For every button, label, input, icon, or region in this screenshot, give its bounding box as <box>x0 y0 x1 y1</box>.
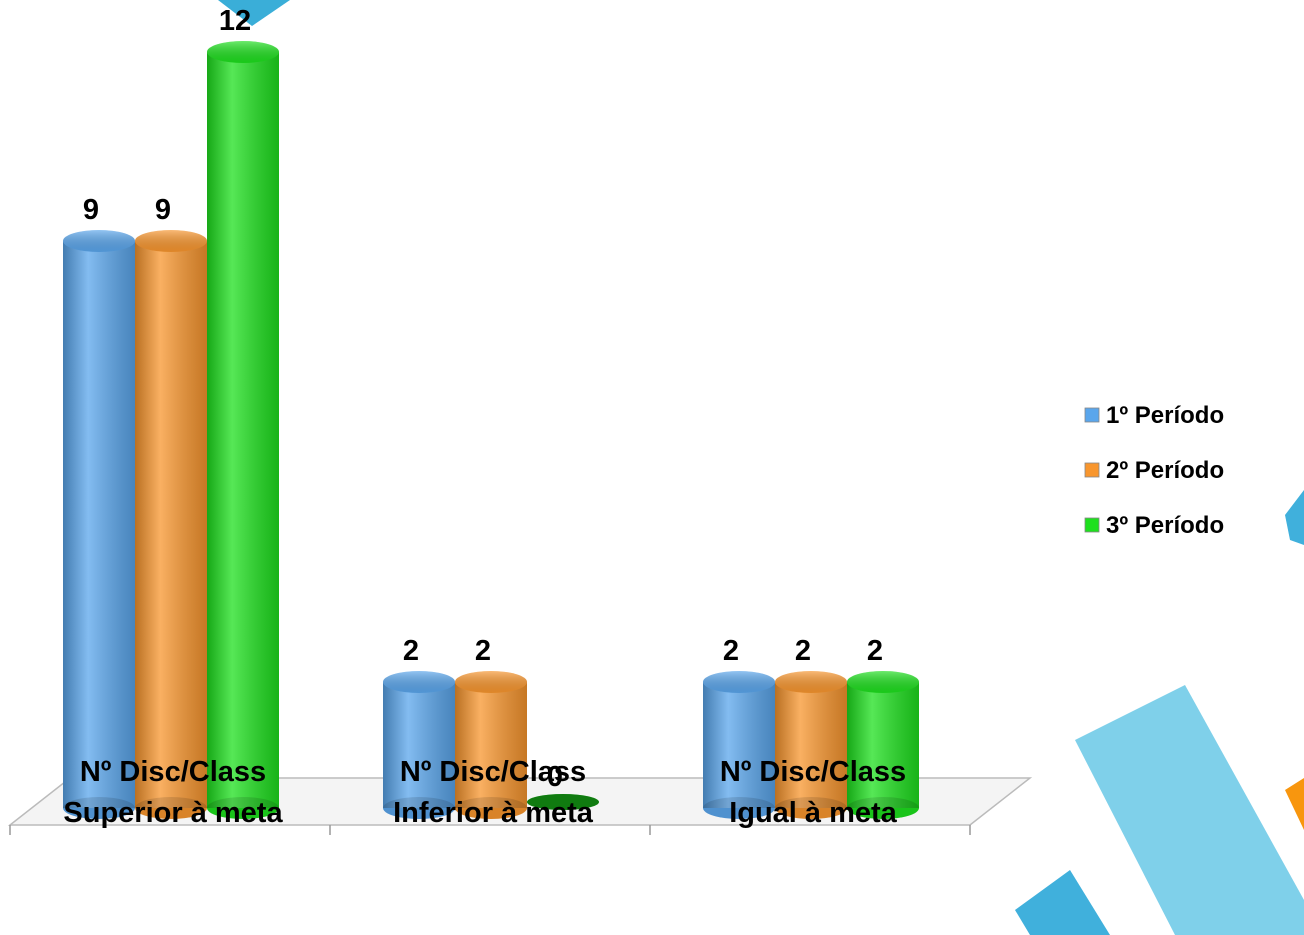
bar-shade <box>207 52 279 808</box>
bar <box>703 671 775 819</box>
value-label: 9 <box>155 194 171 226</box>
decoration <box>1015 870 1110 935</box>
decoration <box>1285 778 1304 830</box>
x-tick-label: Nº Disc/Class Igual à meta <box>719 756 907 829</box>
value-label: 0 <box>547 761 563 793</box>
bar-shade-bottom <box>455 797 527 819</box>
bar-shade-bottom <box>383 797 455 819</box>
bar-top-shade <box>847 671 919 693</box>
bar-shade <box>847 682 919 808</box>
bar-shade-bottom <box>207 797 279 819</box>
bar-shade <box>63 241 135 808</box>
bar <box>135 230 207 819</box>
decoration <box>1075 685 1304 935</box>
legend-swatch <box>1084 517 1100 533</box>
legend-swatch <box>1084 462 1100 478</box>
bar-top-shade <box>135 230 207 252</box>
x-tick-label: Nº Disc/Class Inferior à meta <box>393 756 593 829</box>
bar-shade-bottom <box>135 797 207 819</box>
bar <box>847 671 919 819</box>
value-label: 2 <box>403 635 419 667</box>
bar-shade <box>135 241 207 808</box>
bar-shade-bottom <box>63 797 135 819</box>
bar-top-shade <box>383 671 455 693</box>
decoration <box>218 0 290 26</box>
bar-top-shade <box>775 671 847 693</box>
value-label: 2 <box>723 635 739 667</box>
bar-shade-bottom <box>847 797 919 819</box>
bar-top-shade <box>63 230 135 252</box>
bar-shade-bottom <box>703 797 775 819</box>
decoration <box>1285 490 1304 545</box>
legend-label: 1º Período <box>1106 402 1224 429</box>
bar-shade-bottom <box>775 797 847 819</box>
bar <box>455 671 527 819</box>
legend-label: 3º Período <box>1106 512 1224 539</box>
value-label: 2 <box>475 635 491 667</box>
bar-top-shade <box>703 671 775 693</box>
bar <box>383 671 455 819</box>
legend-swatch <box>1084 407 1100 423</box>
bar <box>63 230 135 819</box>
bar-top-shade <box>207 41 279 63</box>
value-label: 2 <box>795 635 811 667</box>
bar-shade <box>703 682 775 808</box>
value-label: 12 <box>219 5 251 37</box>
value-label: 9 <box>83 194 99 226</box>
bar-shade <box>775 682 847 808</box>
x-tick-label: Nº Disc/Class Superior à meta <box>63 756 283 829</box>
bar <box>207 41 279 819</box>
bar-shade <box>383 682 455 808</box>
bar <box>527 794 599 810</box>
bar <box>775 671 847 819</box>
value-label: 2 <box>867 635 883 667</box>
bar-top <box>527 794 599 810</box>
bar-top-shade <box>527 794 599 810</box>
bar-shade <box>455 682 527 808</box>
bar-top-shade <box>455 671 527 693</box>
legend-label: 2º Período <box>1106 457 1224 484</box>
